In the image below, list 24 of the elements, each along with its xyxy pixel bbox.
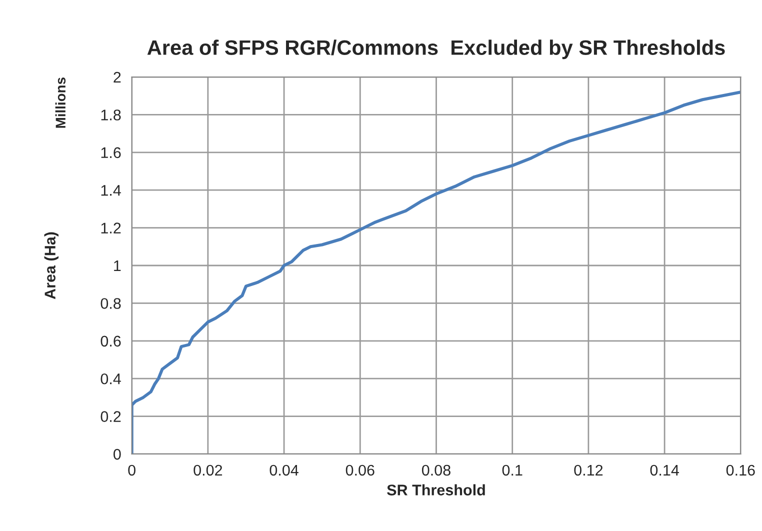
x-tick-label: 0.1 [502,464,522,476]
x-tick-label: 0 [128,464,136,476]
x-tick-label: 0.02 [194,464,222,476]
y-tick-label: 1.8 [101,110,121,120]
text: Millions [55,78,66,128]
x-axis-title: SR Threshold [387,484,485,496]
chart-title: Area of SFPS RGR/Commons Excluded by SR Thresholds [147,40,725,60]
y-tick-label: 1.2 [101,222,121,234]
y-tick-label: 0.6 [100,336,121,347]
y-tick-label: 1 [114,260,121,272]
x-tick-label: 0.04 [270,464,298,476]
y-tick-label: 0 [114,448,121,460]
y-tick-label: 0.4 [100,373,121,384]
x-tick-label: 0.06 [346,464,374,476]
y-tick-label: 1.6 [101,147,121,158]
y-tick-label: 0.8 [100,298,121,309]
y-axis-title: Area (Ha) [44,232,59,300]
x-tick-label: 0.14 [650,464,679,476]
y-tick-label: 2 [114,72,121,83]
x-tick-label: 0.12 [574,464,603,476]
y-tick-label: 1.4 [101,185,121,196]
x-tick-label: 0.16 [726,464,755,476]
y-tick-label: 0.2 [100,411,121,422]
x-tick-label: 0.08 [422,464,450,476]
